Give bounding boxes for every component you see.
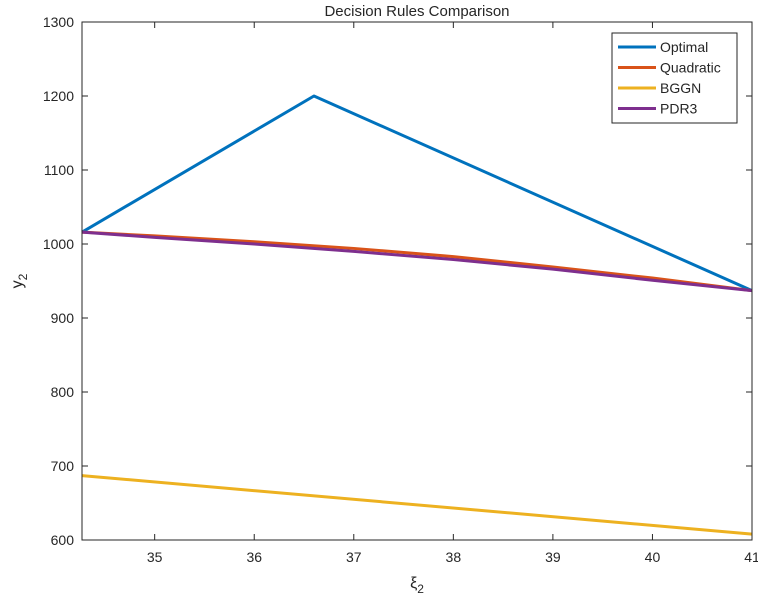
y-axis-label-sub: 2 — [16, 273, 30, 280]
legend-label-quadratic: Quadratic — [660, 60, 721, 76]
chart-title: Decision Rules Comparison — [324, 3, 509, 20]
legend-entry-bggn: BGGN — [618, 80, 701, 96]
ticks-layer: 35 36 37 38 39 40 41 600 700 800 900 1000 1100 1200 13… — [43, 14, 758, 565]
x-tick-label: 39 — [545, 549, 561, 565]
y-axis-label: y2 — [9, 273, 30, 288]
legend-label-optimal: Optimal — [660, 39, 708, 55]
y-tick-label: 1100 — [44, 162, 74, 178]
y-tick-label: 800 — [51, 384, 75, 400]
series-line-optimal — [81, 94, 753, 292]
series-line-pdr3 — [81, 230, 753, 293]
series-line-bggn — [81, 474, 753, 536]
axes-layer — [81, 21, 753, 541]
y-tick-label: 1200 — [43, 88, 74, 104]
x-tick-label: 36 — [246, 549, 262, 565]
x-tick-label: 37 — [346, 549, 362, 565]
legend-entry-optimal: Optimal — [618, 39, 708, 55]
legend-label-bggn: BGGN — [660, 80, 701, 96]
series-layer — [81, 94, 753, 536]
legend-entry-quadratic: Quadratic — [618, 60, 721, 76]
y-axis-label-base: y — [9, 280, 26, 288]
x-tick-label: 35 — [147, 549, 163, 565]
x-tick-label: 40 — [645, 549, 661, 565]
x-tick-label: 38 — [446, 549, 462, 565]
y-tick-label: 700 — [51, 458, 75, 474]
y-tick-label: 1300 — [43, 14, 74, 30]
axes-frame — [81, 21, 753, 541]
legend: Optimal Quadratic BGGN PDR3 — [611, 32, 738, 124]
y-tick-label: 600 — [51, 532, 75, 548]
y-tick-label: 1000 — [43, 236, 74, 252]
legend-label-pdr3: PDR3 — [660, 101, 698, 117]
series-line-quadratic — [81, 230, 753, 293]
x-tick-label: 41 — [744, 549, 758, 565]
x-axis-label: ξ2 — [410, 575, 424, 596]
legend-entry-pdr3: PDR3 — [618, 101, 698, 117]
y-tick-label: 900 — [51, 310, 75, 326]
x-axis-label-base: ξ — [410, 575, 417, 592]
x-axis-label-sub: 2 — [417, 582, 424, 596]
